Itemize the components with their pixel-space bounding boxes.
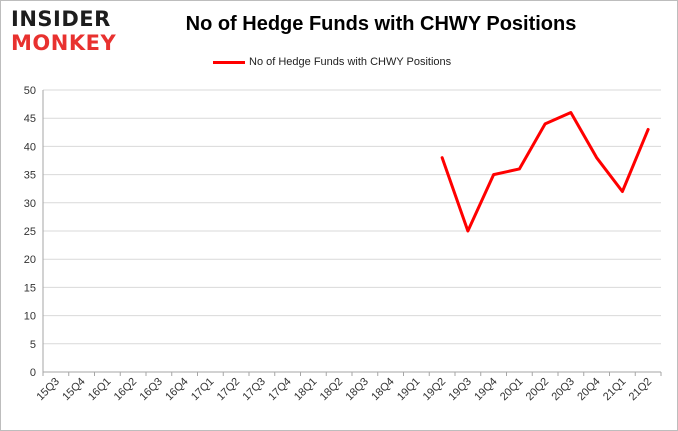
insider-monkey-logo: INSIDER MONKEY: [11, 7, 129, 55]
x-tick-label: 17Q2: [215, 376, 243, 404]
y-tick-label: 35: [24, 170, 36, 182]
x-tick-label: 17Q1: [189, 376, 217, 404]
logo-text-top: INSIDER: [11, 7, 111, 31]
legend-swatch: [213, 60, 245, 64]
x-tick-label: 16Q1: [86, 376, 114, 404]
x-tick-label: 18Q2: [318, 376, 346, 404]
x-tick-label: 18Q1: [292, 376, 320, 404]
logo-text-bottom: MONKEY: [11, 31, 117, 55]
y-tick-label: 50: [24, 85, 36, 97]
x-tick-label: 21Q2: [627, 376, 655, 404]
x-tick-label: 20Q3: [549, 376, 577, 404]
y-tick-label: 15: [24, 282, 36, 294]
x-tick-label: 19Q1: [395, 376, 423, 404]
y-tick-label: 25: [24, 226, 36, 238]
x-tick-label: 16Q2: [112, 376, 140, 404]
x-tick-label: 19Q2: [421, 376, 449, 404]
x-tick-label: 16Q4: [163, 376, 191, 404]
x-tick-label: 19Q4: [472, 376, 500, 404]
x-tick-label: 17Q3: [240, 376, 268, 404]
legend-label: No of Hedge Funds with CHWY Positions: [249, 56, 452, 68]
x-tick-label: 20Q1: [498, 376, 526, 404]
y-tick-label: 40: [24, 141, 36, 153]
x-tick-label: 21Q1: [601, 376, 629, 404]
legend: No of Hedge Funds with CHWY Positions: [213, 54, 451, 70]
y-tick-label: 0: [30, 367, 36, 379]
x-tick-label: 20Q4: [575, 376, 603, 404]
series-line: [440, 111, 650, 233]
x-tick-label: 18Q3: [343, 376, 371, 404]
x-tick-label: 18Q4: [369, 376, 397, 404]
y-tick-label: 20: [24, 254, 36, 266]
x-tick-label: 15Q4: [60, 376, 88, 404]
x-tick-label: 20Q2: [524, 376, 552, 404]
y-tick-label: 45: [24, 113, 36, 125]
x-tick-label: 15Q3: [34, 376, 62, 404]
chart-title: No of Hedge Funds with CHWY Positions: [185, 13, 577, 35]
y-tick-label: 5: [30, 339, 36, 351]
y-tick-label: 30: [24, 198, 36, 210]
x-tick-label: 16Q3: [137, 376, 165, 404]
y-tick-label: 10: [24, 311, 36, 323]
x-tick-label: 19Q3: [446, 376, 474, 404]
x-tick-label: 17Q4: [266, 376, 294, 404]
